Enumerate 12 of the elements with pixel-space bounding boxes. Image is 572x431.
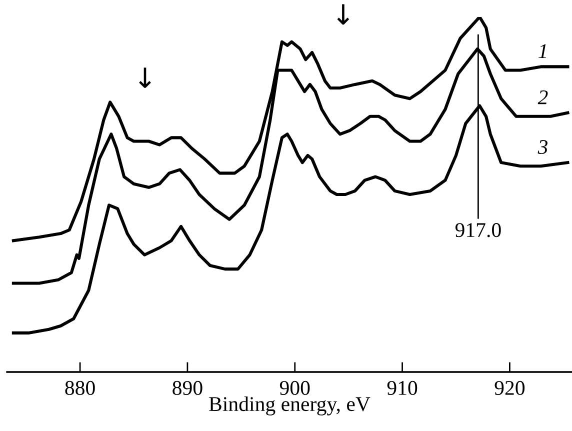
- series-label: 2: [538, 90, 548, 104]
- series-label: 1: [538, 44, 546, 58]
- x-tick-label: 890: [172, 380, 202, 395]
- x-axis-title: Binding energy, eV: [209, 396, 370, 416]
- annotation: ↓: [337, 4, 350, 25]
- annotation: ↓: [139, 68, 151, 88]
- annotation: 917.0: [455, 223, 501, 238]
- series-label: 3: [538, 140, 548, 154]
- x-tick-label: 880: [65, 380, 95, 395]
- x-tick-label: 910: [387, 380, 418, 395]
- x-tick-label: 920: [494, 380, 525, 395]
- x-tick-label: 900: [280, 380, 310, 395]
